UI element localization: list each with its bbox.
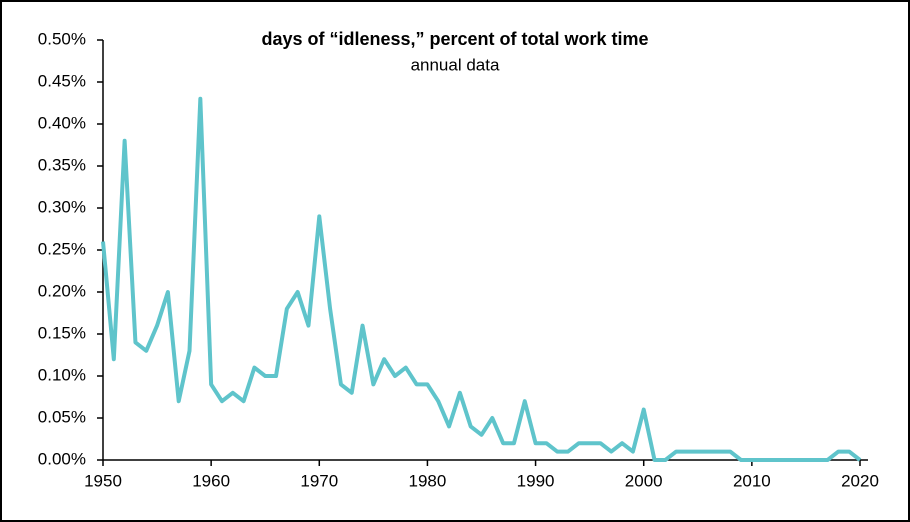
x-tick-label: 2000 — [625, 471, 663, 490]
y-tick-label: 0.30% — [38, 197, 86, 216]
data-line — [101, 96, 862, 462]
x-tick-label: 1990 — [517, 471, 555, 490]
x-tick-label: 2020 — [841, 471, 879, 490]
x-tick-label: 1980 — [409, 471, 447, 490]
y-tick-label: 0.50% — [38, 29, 86, 48]
x-tick-label: 2010 — [733, 471, 771, 490]
chart-subtitle: annual data — [411, 55, 500, 74]
y-tick-label: 0.10% — [38, 365, 86, 384]
x-tick-label: 1960 — [192, 471, 230, 490]
y-tick-label: 0.40% — [38, 113, 86, 132]
y-tick-label: 0.25% — [38, 239, 86, 258]
x-tick-label: 1950 — [84, 471, 122, 490]
y-tick-label: 0.45% — [38, 71, 86, 90]
y-tick-label: 0.15% — [38, 323, 86, 342]
y-tick-label: 0.20% — [38, 281, 86, 300]
y-tick-label: 0.05% — [38, 407, 86, 426]
y-tick-label: 0.35% — [38, 155, 86, 174]
y-tick-label: 0.00% — [38, 449, 86, 468]
chart-title: days of “idleness,” percent of total wor… — [261, 29, 648, 49]
x-tick-label: 1970 — [300, 471, 338, 490]
